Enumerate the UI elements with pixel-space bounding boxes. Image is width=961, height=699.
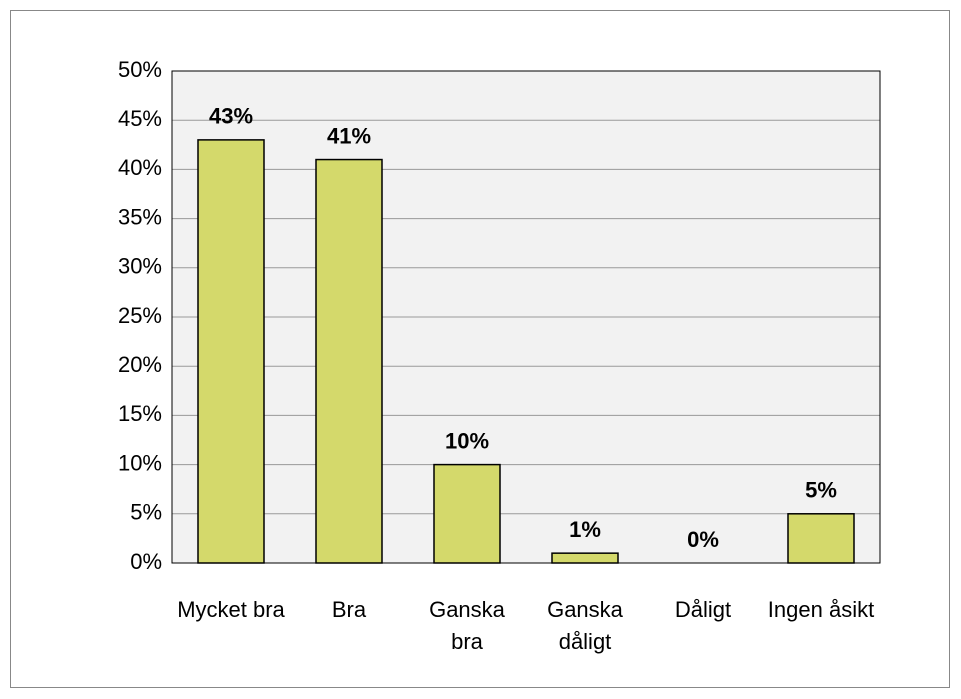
y-tick-label: 30% bbox=[118, 254, 162, 279]
plot-frame bbox=[171, 70, 881, 564]
value-label: 41% bbox=[327, 123, 371, 148]
y-tick-label: 25% bbox=[118, 303, 162, 328]
y-tick-label: 20% bbox=[118, 352, 162, 377]
bar bbox=[551, 552, 619, 564]
x-tick-label: Ganska dåligt bbox=[547, 597, 623, 654]
value-label: 10% bbox=[445, 428, 489, 453]
x-tick-label: Mycket bra bbox=[177, 597, 285, 622]
x-tick-label: Ganska bra bbox=[429, 597, 505, 654]
x-tick-label: Bra bbox=[331, 597, 367, 622]
bar bbox=[433, 463, 501, 564]
y-tick-label: 0% bbox=[130, 549, 162, 574]
y-tick-label: 40% bbox=[118, 155, 162, 180]
y-tick-label: 5% bbox=[130, 500, 162, 525]
bar bbox=[197, 139, 265, 564]
x-tick-label: Dåligt bbox=[674, 597, 732, 622]
y-tick-label: 15% bbox=[118, 401, 162, 426]
bar bbox=[787, 513, 855, 564]
value-label: 0% bbox=[687, 527, 719, 552]
value-label: 5% bbox=[805, 478, 837, 503]
bar bbox=[315, 158, 383, 564]
y-tick-label: 50% bbox=[118, 57, 162, 82]
y-tick-label: 10% bbox=[118, 450, 162, 475]
y-tick-label: 35% bbox=[118, 204, 162, 229]
value-label: 1% bbox=[569, 517, 601, 542]
value-label: 43% bbox=[209, 104, 253, 129]
x-tick-label: Ingen åsikt bbox=[767, 597, 875, 622]
y-tick-label: 45% bbox=[118, 106, 162, 131]
